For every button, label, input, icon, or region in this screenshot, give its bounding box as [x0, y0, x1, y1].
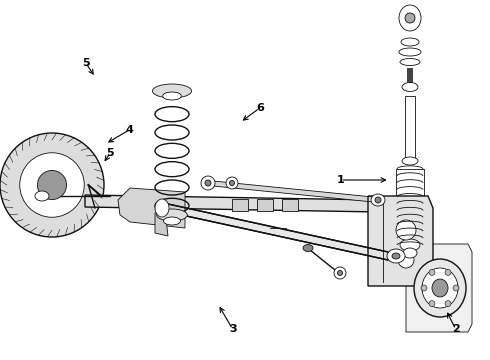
Ellipse shape — [226, 177, 238, 189]
Bar — [405, 96, 415, 161]
Ellipse shape — [432, 279, 448, 297]
Circle shape — [398, 252, 414, 268]
Circle shape — [396, 220, 416, 240]
Text: 3: 3 — [229, 324, 237, 334]
Polygon shape — [406, 244, 472, 332]
Text: 6: 6 — [256, 103, 264, 113]
Ellipse shape — [392, 253, 400, 259]
Ellipse shape — [429, 301, 435, 307]
Bar — [257, 199, 273, 211]
Text: 2: 2 — [452, 324, 460, 334]
Ellipse shape — [400, 58, 420, 66]
Polygon shape — [368, 196, 433, 286]
Polygon shape — [118, 188, 185, 228]
Ellipse shape — [402, 157, 418, 165]
Text: 4: 4 — [126, 125, 134, 135]
Bar — [396, 169, 424, 245]
Ellipse shape — [371, 194, 385, 206]
Ellipse shape — [422, 268, 458, 308]
Ellipse shape — [429, 269, 435, 275]
Bar — [282, 199, 298, 211]
Polygon shape — [208, 180, 378, 202]
Text: 5: 5 — [82, 58, 90, 68]
Ellipse shape — [445, 269, 451, 275]
Text: 5: 5 — [106, 148, 114, 158]
Ellipse shape — [399, 48, 421, 56]
Ellipse shape — [405, 13, 415, 23]
Ellipse shape — [152, 84, 192, 98]
Ellipse shape — [157, 209, 187, 221]
Ellipse shape — [400, 239, 420, 251]
Ellipse shape — [445, 301, 451, 307]
Circle shape — [37, 170, 67, 199]
Ellipse shape — [414, 259, 466, 317]
Ellipse shape — [401, 38, 419, 46]
Polygon shape — [168, 204, 388, 260]
Ellipse shape — [399, 5, 421, 31]
Ellipse shape — [35, 191, 49, 201]
Ellipse shape — [403, 248, 417, 258]
Ellipse shape — [375, 197, 381, 203]
Ellipse shape — [303, 244, 313, 252]
Ellipse shape — [201, 176, 215, 190]
Ellipse shape — [164, 217, 180, 225]
Circle shape — [20, 153, 84, 217]
Text: 1: 1 — [337, 175, 344, 185]
Ellipse shape — [334, 267, 346, 279]
Polygon shape — [85, 195, 380, 212]
Ellipse shape — [402, 82, 418, 91]
Ellipse shape — [205, 180, 211, 186]
Ellipse shape — [387, 249, 405, 263]
Bar — [232, 199, 248, 211]
Ellipse shape — [421, 285, 427, 291]
Ellipse shape — [155, 199, 169, 217]
Circle shape — [0, 133, 104, 237]
Ellipse shape — [163, 92, 181, 100]
Ellipse shape — [453, 285, 459, 291]
Ellipse shape — [229, 180, 235, 185]
Polygon shape — [155, 210, 168, 236]
Ellipse shape — [338, 270, 343, 275]
Bar — [407, 68, 413, 86]
